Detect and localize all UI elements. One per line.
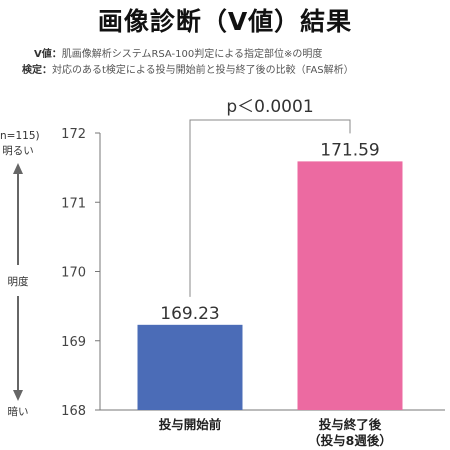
ylabel-bright: 明るい (2, 145, 34, 157)
bar-2 (297, 161, 403, 410)
chart-title: 画像診断（V値）結果 (97, 7, 353, 36)
category-label-2: 投与終了後 (319, 417, 382, 432)
data-label-1: 169.23 (160, 304, 219, 324)
y-tick-label: 168 (61, 404, 86, 419)
y-tick-label: 171 (61, 196, 86, 211)
bar-1 (137, 324, 243, 410)
significance-bracket (189, 119, 351, 297)
category-label-1: 投与開始前 (159, 417, 222, 432)
category-label-2: （投与8週後） (308, 433, 392, 448)
note-test-text: 対応のあるt検定による投与開始前と投与終了後の比較（FAS解析） (52, 65, 354, 76)
y-tick-label: 169 (61, 335, 86, 350)
note-v-value: V値：肌画像解析システムRSA-100判定による指定部位※の明度 (34, 45, 322, 60)
data-label-2: 171.59 (320, 140, 379, 160)
y-tick-label: 172 (61, 127, 86, 142)
brightness-arrow-up-head (13, 163, 23, 174)
note-v-value-text: 肌画像解析システムRSA-100判定による指定部位※の明度 (61, 49, 323, 60)
note-test: 検定：対応のあるt検定による投与開始前と投与終了後の比較（FAS解析） (22, 61, 354, 76)
significance-label: p＜0.0001 (226, 97, 313, 117)
note-test-key: 検定： (22, 65, 52, 76)
note-v-value-key: V値： (34, 49, 62, 60)
brightness-arrow-down-head (13, 390, 23, 401)
ylabel-dark: 暗い (8, 405, 29, 418)
sample-size-label: n=115) (0, 130, 40, 142)
ylabel-brightness: 明度 (8, 275, 29, 288)
y-tick-label: 170 (61, 266, 86, 281)
